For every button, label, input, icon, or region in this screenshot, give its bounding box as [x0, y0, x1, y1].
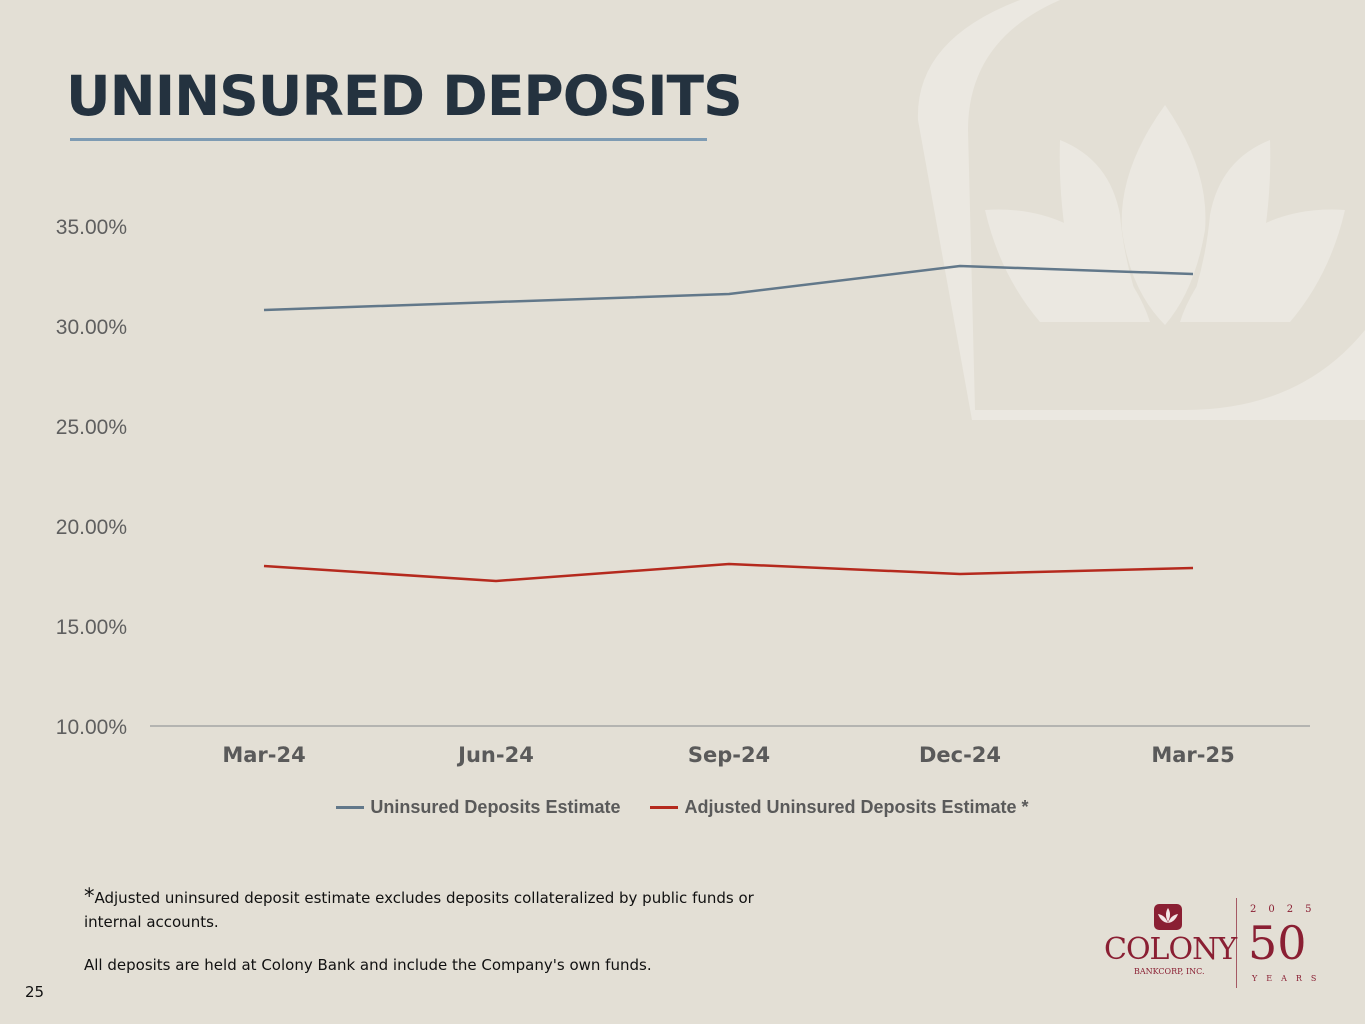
- y-tick-label: 15.00%: [56, 616, 127, 639]
- x-axis: Mar-24 Jun-24 Sep-24 Dec-24 Mar-25: [222, 743, 1234, 767]
- legend-swatch-uninsured: [336, 805, 365, 809]
- chart-legend: Uninsured Deposits Estimate Adjusted Uni…: [0, 795, 1365, 819]
- legend-swatch-adjusted: [650, 805, 679, 809]
- footnote-asterisk: *: [84, 884, 95, 908]
- y-axis: 35.00% 30.00% 25.00% 20.00% 15.00% 10.00%: [56, 216, 127, 739]
- logo-wordmark: COLONY: [1104, 932, 1237, 967]
- logo-year: 2025: [1250, 904, 1324, 915]
- x-tick-label: Mar-24: [222, 743, 305, 767]
- footnote: *Adjusted uninsured deposit estimate exc…: [84, 884, 804, 934]
- page-number: 25: [25, 983, 45, 1001]
- y-tick-label: 35.00%: [56, 216, 127, 239]
- x-tick-label: Jun-24: [456, 743, 534, 767]
- y-tick-label: 10.00%: [56, 716, 127, 739]
- page-title: UNINSURED DEPOSITS: [66, 64, 743, 128]
- logo-anniversary: 50: [1248, 916, 1307, 970]
- y-tick-label: 20.00%: [56, 516, 127, 539]
- logo-subtitle: BANKCORP, INC.: [1134, 967, 1205, 976]
- logo-divider: [1236, 898, 1237, 988]
- legend-label-adjusted: Adjusted Uninsured Deposits Estimate *: [684, 796, 1029, 817]
- legend-item-adjusted: Adjusted Uninsured Deposits Estimate *: [650, 796, 1029, 818]
- deposit-note: All deposits are held at Colony Bank and…: [84, 956, 652, 974]
- x-tick-label: Sep-24: [688, 743, 770, 767]
- footnote-text: Adjusted uninsured deposit estimate excl…: [84, 889, 754, 931]
- series-line-uninsured: [263, 264, 1194, 312]
- y-tick-label: 25.00%: [56, 416, 127, 439]
- logo-years-label: YEARS: [1252, 974, 1326, 983]
- colony-logo: COLONY BANKCORP, INC. 2025 50 YEARS: [1100, 896, 1330, 992]
- legend-item-uninsured: Uninsured Deposits Estimate: [336, 797, 620, 818]
- y-tick-label: 30.00%: [56, 316, 127, 339]
- title-underline: [70, 138, 707, 141]
- series-lines: [263, 264, 1194, 583]
- lotus-logo-icon: [1154, 904, 1182, 930]
- x-tick-label: Mar-25: [1151, 743, 1234, 767]
- series-line-adjusted: [263, 562, 1194, 583]
- x-tick-label: Dec-24: [919, 743, 1001, 767]
- legend-label-uninsured: Uninsured Deposits Estimate: [370, 796, 621, 817]
